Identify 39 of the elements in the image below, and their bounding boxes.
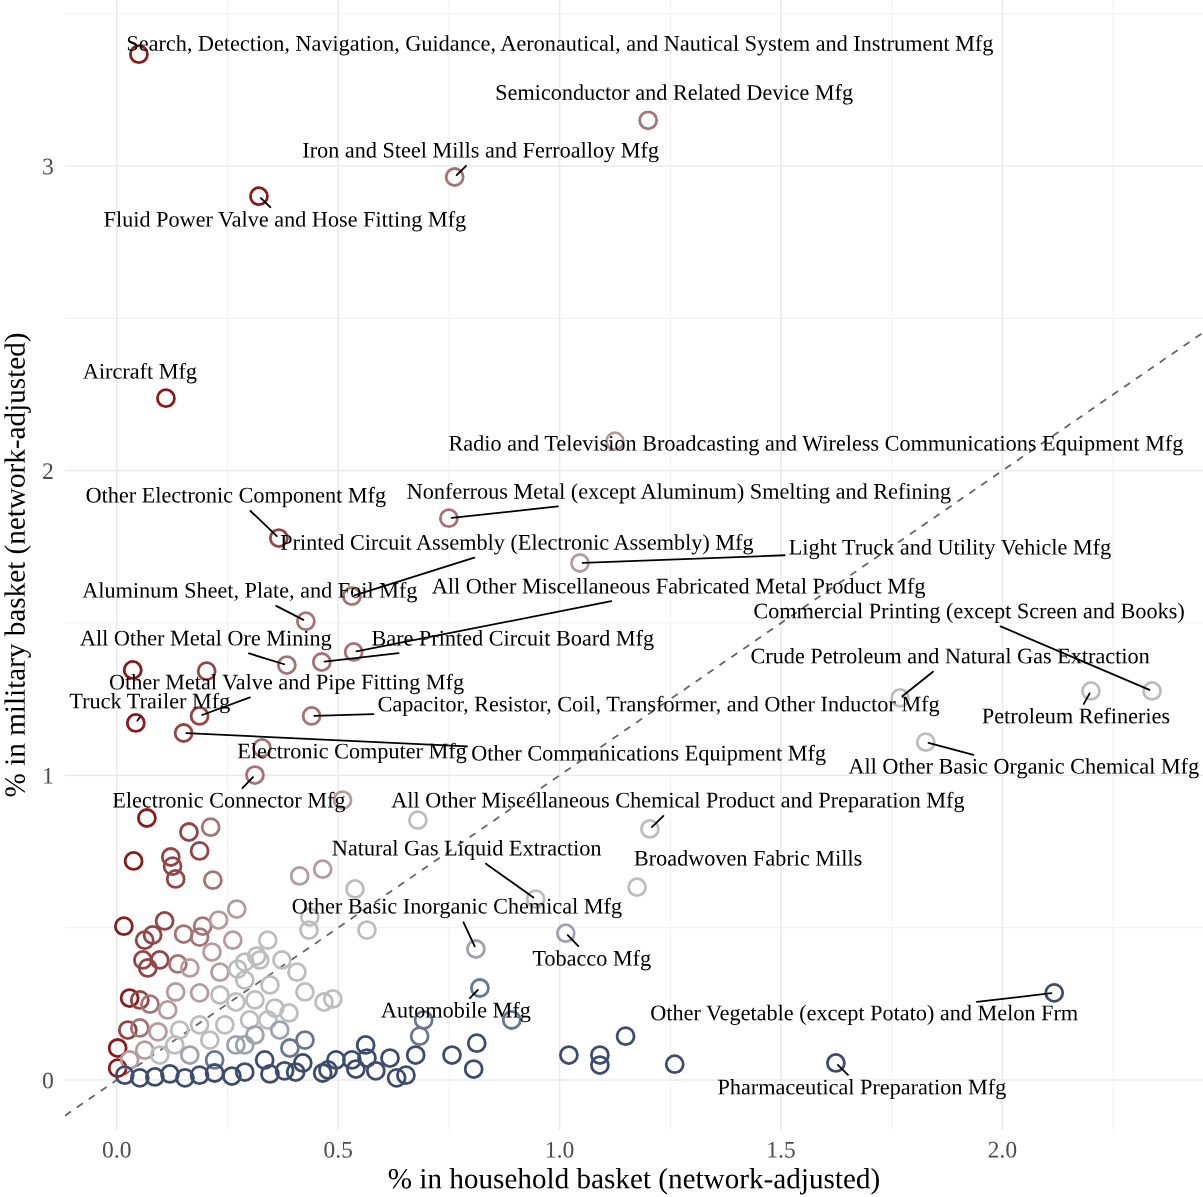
annotation: Natural Gas Liquid Extraction bbox=[332, 839, 602, 861]
annotation: All Other Miscellaneous Chemical Product and Preparation Mfg bbox=[391, 791, 965, 813]
annotation: Fluid Power Valve and Hose Fitting Mfg bbox=[104, 210, 466, 232]
annotation: Light Truck and Utility Vehicle Mfg bbox=[789, 538, 1111, 560]
annotation: Electronic Connector Mfg bbox=[112, 791, 346, 813]
y-tick-label: 3 bbox=[43, 158, 53, 175]
y-tick-label: 0 bbox=[42, 1072, 53, 1089]
annotation: Nonferrous Metal (except Aluminum) Smelting and Refining bbox=[407, 483, 951, 504]
annotation: Radio and Television Broadcasting and Wireless Communications Equipment Mfg bbox=[449, 434, 1183, 456]
annotation: Other Vegetable (except Potato) and Melon Frm bbox=[651, 1004, 1078, 1025]
x-tick-label: 0.0 bbox=[102, 1141, 131, 1158]
annotation: Petroleum Refineries bbox=[982, 707, 1170, 724]
annotation: All Other Metal Ore Mining bbox=[80, 629, 332, 651]
x-tick-label: 1.5 bbox=[768, 1141, 795, 1158]
annotation: Electronic Computer Mfg bbox=[237, 742, 467, 764]
annotation: All Other Basic Organic Chemical Mfg bbox=[848, 757, 1199, 779]
annotation: Tobacco Mfg bbox=[532, 949, 651, 971]
y-tick-label: 2 bbox=[43, 463, 53, 479]
annotation: Pharmaceutical Preparation Mfg bbox=[718, 1078, 1006, 1100]
x-tick-label: 0.5 bbox=[324, 1141, 353, 1158]
x-axis-title: % in household basket (network-adjusted) bbox=[388, 1168, 879, 1195]
y-tick-label: 1 bbox=[44, 767, 53, 784]
annotation: Other Electronic Component Mfg bbox=[86, 486, 386, 508]
annotation: Broadwoven Fabric Mills bbox=[634, 850, 862, 866]
annotation: Search, Detection, Navigation, Guidance, Aeronautical, and Nautical System and Instrument Mfg bbox=[127, 35, 993, 56]
annotation: Iron and Steel Mills and Ferroalloy Mfg bbox=[303, 141, 659, 163]
annotation: All Other Miscellaneous Fabricated Metal Product Mfg bbox=[432, 577, 926, 599]
annotation: Other Communications Equipment Mfg bbox=[472, 744, 826, 766]
annotation: Other Basic Inorganic Chemical Mfg bbox=[292, 897, 622, 919]
x-tick-label: 1.0 bbox=[546, 1141, 574, 1158]
y-axis-title: % in military basket (network-adjusted) bbox=[4, 333, 31, 797]
annotation: Capacitor, Resistor, Coil, Transformer, and Other Inductor Mfg bbox=[378, 695, 940, 717]
annotation: Bare Printed Circuit Board Mfg bbox=[372, 629, 654, 651]
annotation: Commercial Printing (except Screen and Books) bbox=[754, 602, 1184, 624]
annotation: Aluminum Sheet, Plate, and Foil Mfg bbox=[82, 581, 418, 603]
annotation: Aircraft Mfg bbox=[83, 362, 197, 384]
x-tick-label: 2.0 bbox=[988, 1141, 1017, 1158]
annotation: Automobile Mfg bbox=[381, 1001, 531, 1023]
annotation: Semiconductor and Related Device Mfg bbox=[496, 84, 853, 105]
